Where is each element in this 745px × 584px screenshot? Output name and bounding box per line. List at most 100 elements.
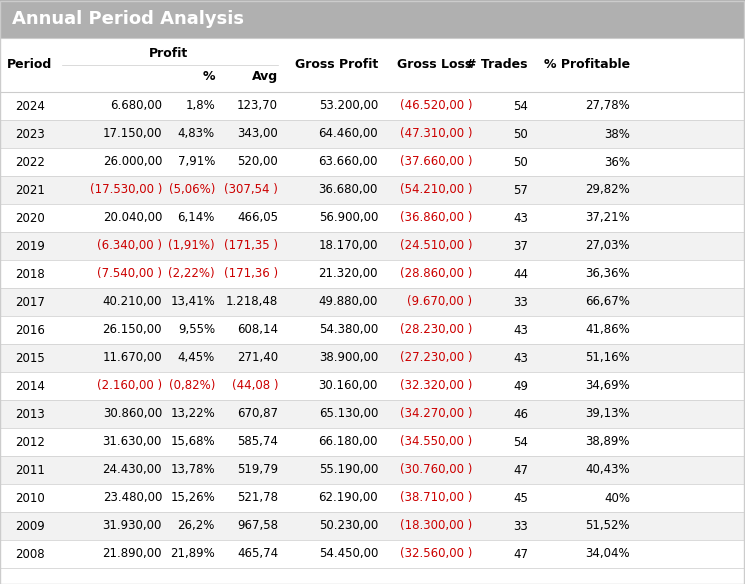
Text: (44,08 ): (44,08 ) [232, 380, 278, 392]
Text: (5,06%): (5,06%) [168, 183, 215, 196]
Text: 40.210,00: 40.210,00 [103, 296, 162, 308]
Text: 43: 43 [513, 211, 528, 224]
Text: 13,78%: 13,78% [171, 464, 215, 477]
Text: 2019: 2019 [15, 239, 45, 252]
Text: (47.310,00 ): (47.310,00 ) [399, 127, 472, 141]
Text: (18.300,00 ): (18.300,00 ) [400, 520, 472, 533]
Text: 2024: 2024 [15, 99, 45, 113]
Text: 2016: 2016 [15, 324, 45, 336]
Text: 37,21%: 37,21% [586, 211, 630, 224]
FancyBboxPatch shape [0, 288, 745, 316]
Text: 123,70: 123,70 [237, 99, 278, 113]
FancyBboxPatch shape [0, 540, 745, 568]
FancyBboxPatch shape [0, 92, 745, 120]
Text: 36%: 36% [604, 155, 630, 169]
Text: 30.160,00: 30.160,00 [319, 380, 378, 392]
Text: 38,89%: 38,89% [586, 436, 630, 449]
Text: 20.040,00: 20.040,00 [103, 211, 162, 224]
Text: 34,69%: 34,69% [586, 380, 630, 392]
Text: 39,13%: 39,13% [586, 408, 630, 420]
Text: 56.900,00: 56.900,00 [319, 211, 378, 224]
FancyBboxPatch shape [0, 428, 745, 456]
Text: 2013: 2013 [15, 408, 45, 420]
FancyBboxPatch shape [0, 204, 745, 232]
Text: 33: 33 [513, 296, 528, 308]
Text: Period: Period [7, 58, 53, 71]
Text: 585,74: 585,74 [237, 436, 278, 449]
Text: 66.180,00: 66.180,00 [319, 436, 378, 449]
Text: (30.760,00 ): (30.760,00 ) [399, 464, 472, 477]
Text: 54.380,00: 54.380,00 [319, 324, 378, 336]
Text: 64.460,00: 64.460,00 [318, 127, 378, 141]
Text: 2022: 2022 [15, 155, 45, 169]
Text: Gross Loss: Gross Loss [397, 58, 472, 71]
Text: (28.230,00 ): (28.230,00 ) [399, 324, 472, 336]
Text: 2020: 2020 [15, 211, 45, 224]
Text: 13,41%: 13,41% [171, 296, 215, 308]
Text: (32.320,00 ): (32.320,00 ) [399, 380, 472, 392]
Text: (2,22%): (2,22%) [168, 267, 215, 280]
Text: 31.930,00: 31.930,00 [103, 520, 162, 533]
Text: Annual Period Analysis: Annual Period Analysis [12, 10, 244, 28]
Text: (6.340,00 ): (6.340,00 ) [97, 239, 162, 252]
Text: (28.860,00 ): (28.860,00 ) [399, 267, 472, 280]
Text: (24.510,00 ): (24.510,00 ) [399, 239, 472, 252]
Text: 37: 37 [513, 239, 528, 252]
Text: 18.170,00: 18.170,00 [319, 239, 378, 252]
Text: 54: 54 [513, 99, 528, 113]
Text: 43: 43 [513, 352, 528, 364]
FancyBboxPatch shape [0, 456, 745, 484]
Text: (54.210,00 ): (54.210,00 ) [399, 183, 472, 196]
Text: (7.540,00 ): (7.540,00 ) [97, 267, 162, 280]
Text: 24.430,00: 24.430,00 [103, 464, 162, 477]
Text: 30.860,00: 30.860,00 [103, 408, 162, 420]
Text: 65.130,00: 65.130,00 [319, 408, 378, 420]
Text: 2018: 2018 [15, 267, 45, 280]
FancyBboxPatch shape [0, 120, 745, 148]
Text: 34,04%: 34,04% [586, 548, 630, 561]
Text: 29,82%: 29,82% [586, 183, 630, 196]
Text: 466,05: 466,05 [237, 211, 278, 224]
Text: 521,78: 521,78 [237, 492, 278, 505]
Text: 520,00: 520,00 [237, 155, 278, 169]
FancyBboxPatch shape [0, 148, 745, 176]
Text: (34.550,00 ): (34.550,00 ) [400, 436, 472, 449]
Text: 36,36%: 36,36% [586, 267, 630, 280]
Text: (36.860,00 ): (36.860,00 ) [399, 211, 472, 224]
Text: 11.670,00: 11.670,00 [102, 352, 162, 364]
Text: 2023: 2023 [15, 127, 45, 141]
Text: 33: 33 [513, 520, 528, 533]
FancyBboxPatch shape [0, 484, 745, 512]
Text: (307,54 ): (307,54 ) [224, 183, 278, 196]
Text: 2017: 2017 [15, 296, 45, 308]
Text: 55.190,00: 55.190,00 [319, 464, 378, 477]
Text: 1,8%: 1,8% [186, 99, 215, 113]
Text: 2011: 2011 [15, 464, 45, 477]
Text: 2008: 2008 [15, 548, 45, 561]
FancyBboxPatch shape [0, 232, 745, 260]
Text: 2014: 2014 [15, 380, 45, 392]
Text: 2015: 2015 [15, 352, 45, 364]
Text: 51,52%: 51,52% [586, 520, 630, 533]
Text: 46: 46 [513, 408, 528, 420]
Text: 45: 45 [513, 492, 528, 505]
Text: 13,22%: 13,22% [171, 408, 215, 420]
Text: 40%: 40% [604, 492, 630, 505]
Text: 53.200,00: 53.200,00 [319, 99, 378, 113]
FancyBboxPatch shape [0, 372, 745, 400]
FancyBboxPatch shape [0, 176, 745, 204]
Text: Avg: Avg [252, 71, 278, 84]
Text: 2021: 2021 [15, 183, 45, 196]
Text: 49: 49 [513, 380, 528, 392]
Text: 2009: 2009 [15, 520, 45, 533]
Text: 57: 57 [513, 183, 528, 196]
Text: %: % [203, 71, 215, 84]
Text: 26.000,00: 26.000,00 [103, 155, 162, 169]
Text: 62.190,00: 62.190,00 [318, 492, 378, 505]
Text: 21,89%: 21,89% [171, 548, 215, 561]
Text: 49.880,00: 49.880,00 [319, 296, 378, 308]
FancyBboxPatch shape [0, 38, 745, 92]
Text: 343,00: 343,00 [237, 127, 278, 141]
Text: 967,58: 967,58 [237, 520, 278, 533]
Text: 15,68%: 15,68% [171, 436, 215, 449]
